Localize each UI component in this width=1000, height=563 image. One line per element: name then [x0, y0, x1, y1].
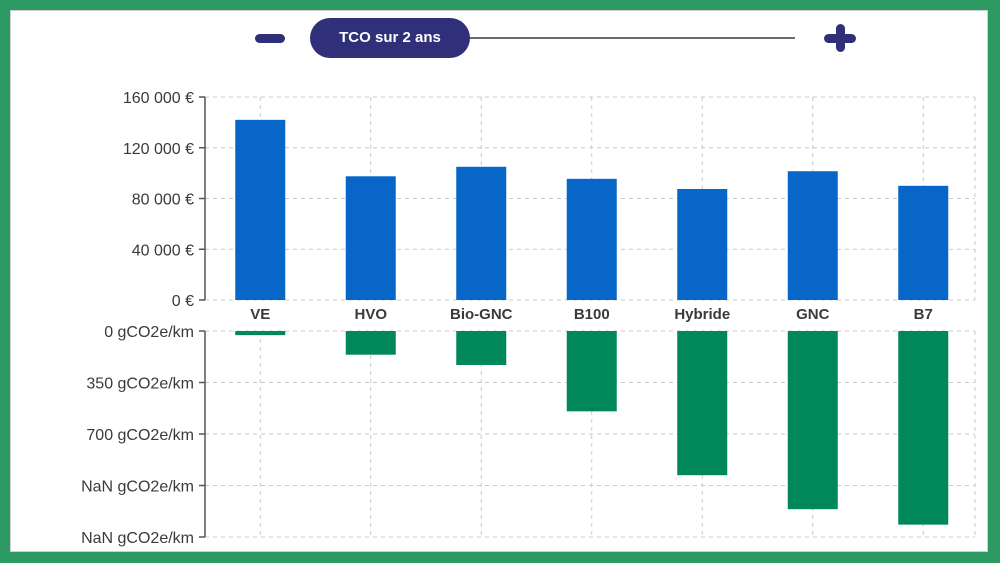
y-tick-label: NaN gCO2e/km: [81, 479, 194, 496]
emission-bar: [898, 331, 949, 525]
emission-bar: [566, 331, 617, 412]
slider-handle[interactable]: TCO sur 2 ans: [310, 18, 470, 58]
emission-bar: [456, 331, 507, 365]
category-label: HVO: [354, 306, 387, 323]
y-tick-label: 160 000 €: [123, 90, 194, 107]
category-label: Hybride: [674, 306, 730, 323]
y-tick-label: 40 000 €: [132, 242, 194, 259]
category-label: Bio-GNC: [450, 306, 513, 323]
tco-bar: [677, 188, 728, 300]
emission-bar: [345, 331, 396, 355]
y-tick-label: 700 gCO2e/km: [86, 427, 194, 444]
tco-slider[interactable]: TCO sur 2 ans: [0, 0, 1000, 80]
tco-bar: [787, 171, 838, 300]
category-label: VE: [250, 306, 270, 323]
category-label: GNC: [796, 306, 830, 323]
y-tick-label: 0 gCO2e/km: [104, 324, 194, 341]
tco-bar: [456, 166, 507, 300]
tco-bar: [566, 178, 617, 300]
category-label: B100: [574, 306, 610, 323]
emission-bar: [677, 331, 728, 476]
minus-icon[interactable]: [255, 34, 285, 43]
tco-bar: [898, 185, 949, 300]
y-tick-label: 80 000 €: [132, 192, 194, 209]
category-label: B7: [914, 306, 933, 323]
tco-bar: [345, 176, 396, 300]
y-tick-label: 350 gCO2e/km: [86, 376, 194, 393]
tco-bar: [235, 119, 286, 301]
y-tick-label: 120 000 €: [123, 141, 194, 158]
emission-bar: [235, 331, 286, 336]
plus-icon[interactable]: [824, 24, 856, 52]
y-tick-label: 0 €: [172, 293, 194, 310]
emission-bar: [787, 331, 838, 510]
slider-track[interactable]: [455, 37, 795, 39]
y-tick-label: NaN gCO2e/km: [81, 530, 194, 547]
